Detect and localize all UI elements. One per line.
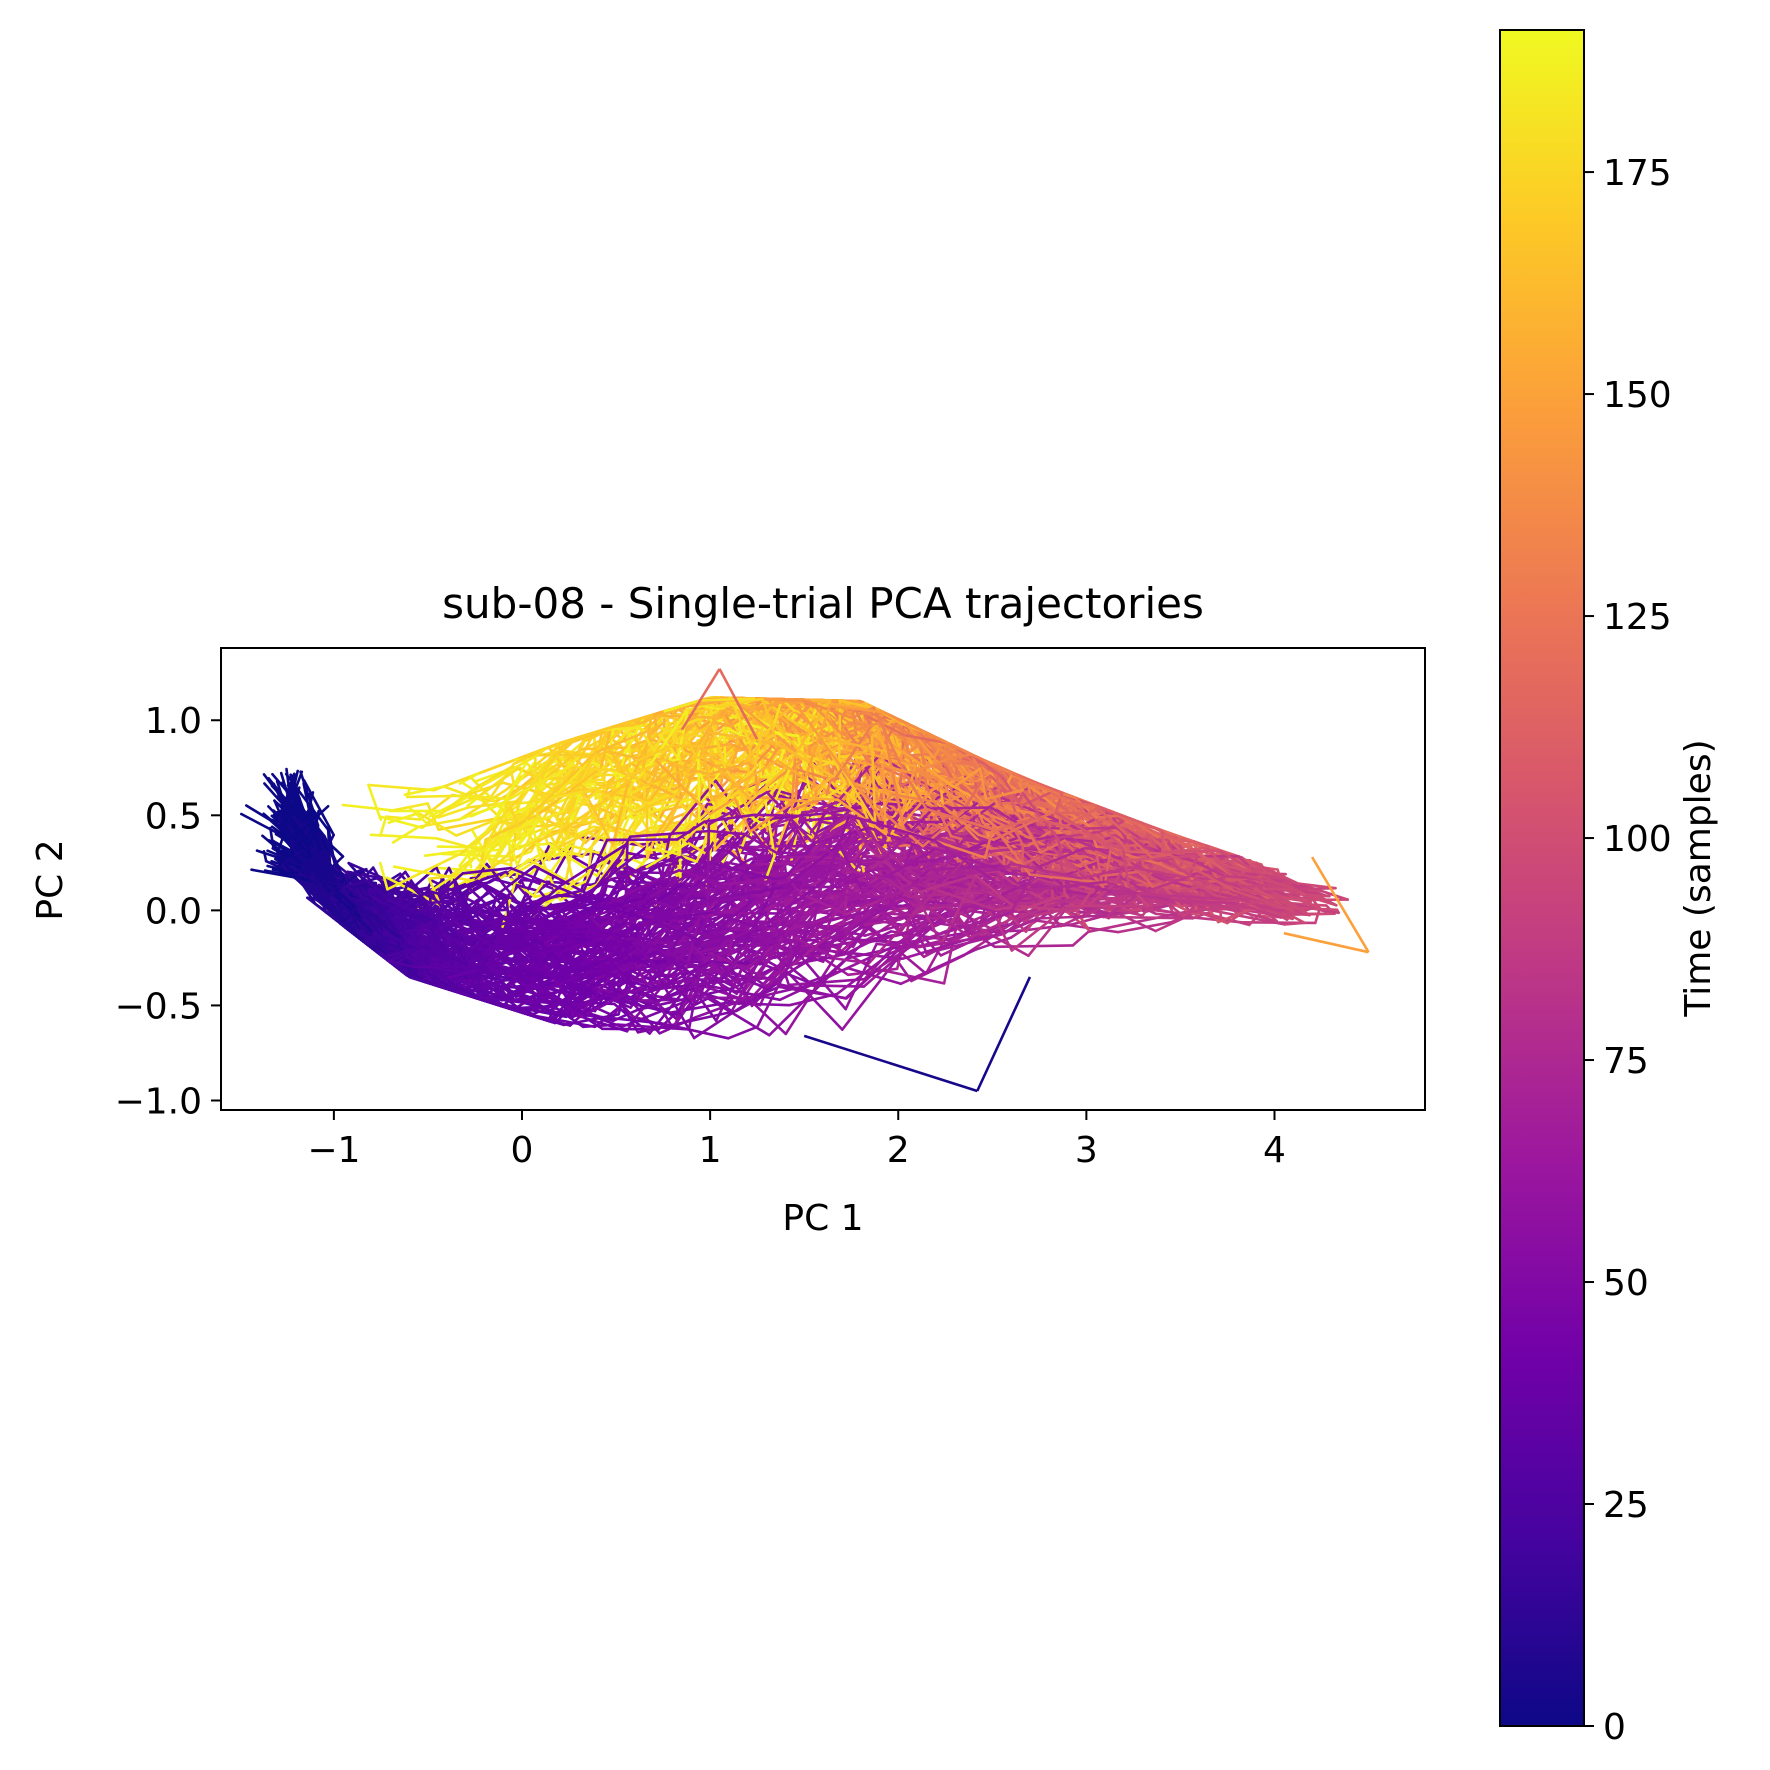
trajectory-segment [568, 844, 611, 857]
trajectory-segment [479, 758, 516, 774]
trajectory-segment [466, 799, 520, 809]
trajectory-segment [418, 793, 454, 821]
trajectory-segment [901, 931, 967, 945]
trajectory-segment [503, 763, 558, 801]
trajectory-segment [535, 752, 584, 797]
trajectory-segment [561, 790, 588, 846]
trajectory-segment [707, 696, 758, 734]
trajectory-segment [787, 977, 866, 987]
trajectory-segment [262, 849, 268, 863]
trajectory-segment [659, 816, 676, 836]
trajectory-segment [367, 783, 436, 792]
trajectory-segment [423, 849, 465, 858]
trajectory-segment [532, 844, 572, 897]
trajectory-segment [539, 855, 562, 902]
trajectory-segment [846, 967, 899, 977]
trajectory-segment [606, 983, 646, 1010]
trajectory-segment [1027, 905, 1070, 958]
trajectory-segment [1154, 910, 1200, 933]
trajectory-segment [976, 925, 1030, 958]
trajectory-segment [1071, 930, 1090, 947]
trajectory-segment [403, 785, 446, 797]
trajectory-segment [993, 944, 1075, 949]
trajectory-segment [899, 948, 977, 986]
trajectory-lines [240, 668, 1370, 1093]
trajectory-segment [805, 947, 904, 961]
trajectory-segment [762, 984, 810, 997]
trajectory-segment [528, 812, 542, 857]
trajectory-segment [805, 917, 885, 940]
trajectory-segment [598, 807, 624, 819]
trajectory-segment [1101, 915, 1195, 920]
trajectory-segment [641, 756, 664, 805]
trajectory-segment [545, 905, 596, 932]
trajectory-segment [621, 850, 684, 865]
trajectory-segment [371, 866, 388, 893]
trajectory-segment [367, 783, 383, 822]
trajectory-segment [1087, 910, 1189, 934]
trajectory-segment [595, 848, 623, 887]
trajectory-segment [468, 772, 480, 779]
trajectory-segment [417, 811, 458, 837]
trajectory-segment [636, 1009, 738, 1034]
trajectory-segment [1225, 912, 1242, 925]
trajectory-segment [461, 849, 513, 867]
trajectory-segment [862, 924, 936, 988]
trajectory-segment [443, 795, 480, 813]
trajectory-segment [577, 781, 608, 856]
trajectory-segment [437, 806, 470, 819]
trajectory-segment [942, 912, 961, 985]
trajectory-segment [391, 825, 420, 844]
trajectory-segment [552, 845, 557, 859]
trajectory-segment [756, 934, 826, 981]
trajectory-segment [841, 937, 905, 945]
trajectory-segment [378, 815, 388, 838]
trajectory-segment [495, 864, 536, 897]
trajectory-segment [786, 971, 844, 1031]
trajectory-segment [533, 888, 566, 899]
trajectory-segment [547, 966, 572, 1023]
trajectory-segment [859, 905, 919, 945]
trajectory-segment [1031, 918, 1120, 934]
trajectory-segment [432, 866, 477, 873]
trajectory-segment [1314, 906, 1322, 925]
trajectory-segment [596, 822, 644, 836]
chart-title: sub-08 - Single-trial PCA trajectories [442, 579, 1204, 628]
trajectory-segment [675, 834, 712, 858]
trajectory-segment [507, 858, 531, 878]
trajectory-segment [1307, 885, 1349, 901]
trajectory-segment [1283, 921, 1306, 926]
trajectory-segment [476, 766, 521, 798]
trajectory-segment [870, 966, 946, 985]
trajectory-segment [341, 803, 395, 812]
trajectory-segment [1302, 893, 1331, 898]
